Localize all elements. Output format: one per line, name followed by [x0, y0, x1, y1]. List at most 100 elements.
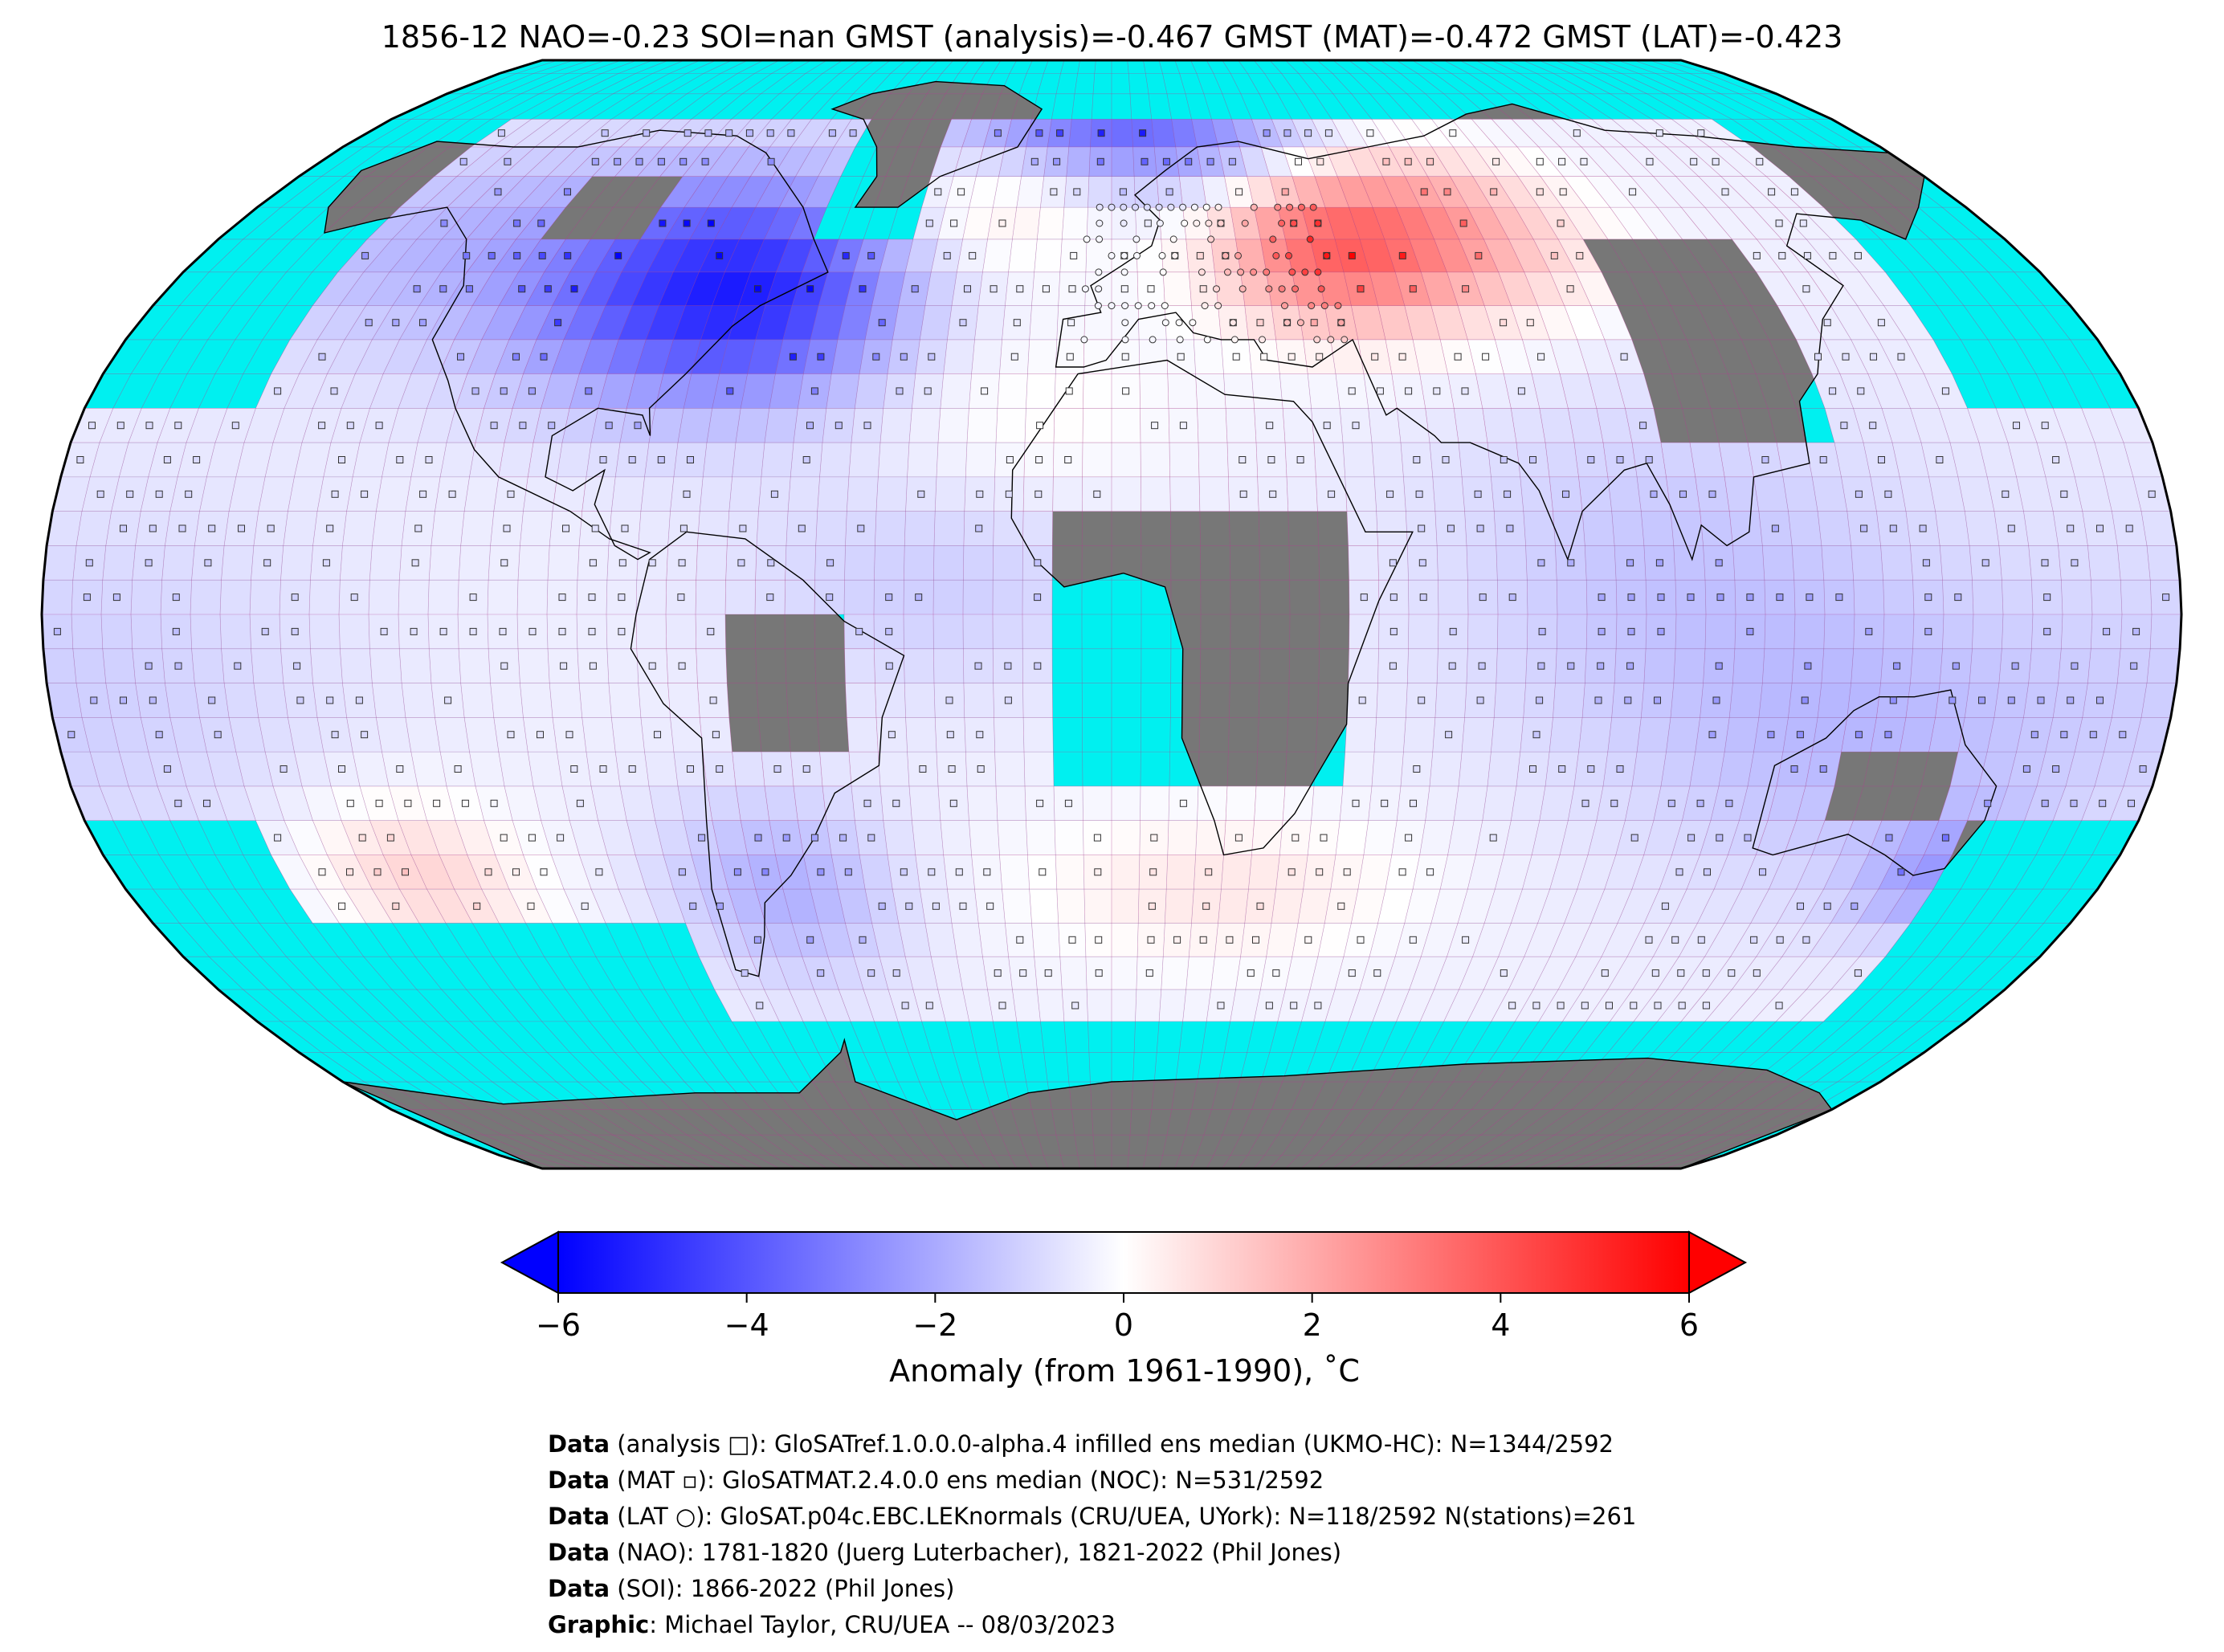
anomaly-cell: [288, 717, 324, 753]
anomaly-cell: [994, 752, 1025, 786]
analysis-marker: [2060, 731, 2068, 739]
analysis-marker: [410, 627, 418, 635]
analysis-marker: [1409, 936, 1417, 944]
analysis-marker: [591, 524, 599, 532]
anomaly-cell: [931, 957, 963, 990]
analysis-marker: [1067, 319, 1075, 327]
analysis-marker: [1199, 285, 1207, 293]
anomaly-cell: [1459, 752, 1492, 786]
analysis-marker: [1508, 1001, 1516, 1010]
anomaly-cell: [1022, 614, 1053, 649]
anomaly-cell: [909, 408, 941, 443]
analysis-marker: [1715, 559, 1723, 567]
anomaly-cell: [1083, 785, 1112, 821]
anomaly-cell: [1634, 207, 1683, 239]
anomaly-cell: [498, 443, 533, 477]
anomaly-cell: [1066, 147, 1091, 177]
anomaly-cell: [309, 580, 341, 614]
station-marker: [1250, 203, 1258, 211]
station-marker: [1108, 251, 1116, 259]
anomaly-cell: [1431, 147, 1473, 177]
anomaly-cell: [345, 889, 393, 924]
analysis-marker: [1162, 157, 1170, 165]
station-marker: [1080, 336, 1088, 344]
analysis-marker: [634, 422, 642, 430]
anomaly-cell: [1691, 119, 1753, 147]
anomaly-cell: [454, 305, 500, 340]
anomaly-cell: [1729, 683, 1763, 718]
anomaly-cell: [119, 443, 157, 477]
anomaly-cell: [215, 785, 256, 821]
analysis-marker: [565, 731, 573, 739]
anomaly-cell: [235, 752, 273, 786]
anomaly-cell: [271, 855, 318, 890]
anomaly-cell: [707, 785, 741, 821]
anomaly-cell: [1671, 683, 1704, 718]
anomaly-cell: [699, 957, 740, 990]
anomaly-cell: [1720, 176, 1777, 208]
anomaly-cell: [931, 147, 962, 177]
anomaly-cell: [848, 752, 880, 786]
analysis-marker: [1265, 1001, 1273, 1010]
anomaly-cell: [1900, 476, 1936, 512]
analysis-marker: [2099, 799, 2107, 807]
anomaly-cell: [1419, 820, 1455, 855]
analysis-marker: [1448, 662, 1456, 670]
colorbar-tick-label: 0: [1114, 1307, 1133, 1343]
anomaly-cell: [1083, 889, 1112, 924]
anomaly-cell: [1054, 408, 1083, 443]
analysis-marker: [1413, 765, 1421, 773]
colorbar: −6 −4 −2 0 2 4 6 Anomaly (from 1961-1990), ˚C: [500, 1230, 1748, 1389]
analysis-marker: [1587, 456, 1595, 463]
analysis-marker: [892, 799, 900, 807]
analysis-marker: [1179, 422, 1187, 430]
analysis-marker: [1598, 627, 1606, 635]
analysis-marker: [1598, 593, 1606, 602]
anomaly-cell: [1292, 176, 1325, 208]
analysis-marker: [2119, 731, 2127, 739]
anomaly-cell: [714, 207, 756, 239]
station-marker: [1278, 285, 1286, 293]
analysis-marker: [2030, 731, 2038, 739]
analysis-marker: [120, 696, 127, 704]
anomaly-cell: [591, 785, 627, 821]
analysis-marker: [463, 251, 471, 259]
analysis-marker: [678, 868, 686, 876]
analysis-marker: [1489, 834, 1497, 842]
anomaly-cell: [728, 147, 770, 177]
anomaly-cell: [1360, 176, 1397, 208]
anomaly-cell: [909, 785, 941, 821]
analysis-marker: [828, 129, 836, 137]
station-marker: [1323, 251, 1331, 259]
anomaly-cell: [993, 580, 1023, 614]
analysis-marker: [1283, 129, 1292, 137]
anomaly-cell: [1494, 683, 1526, 718]
analysis-marker: [1205, 868, 1213, 876]
anomaly-cell: [258, 476, 295, 512]
anomaly-cell: [1757, 957, 1808, 990]
anomaly-cell: [1834, 443, 1871, 477]
station-marker: [1272, 251, 1280, 259]
anomaly-cell: [199, 476, 236, 512]
analysis-marker: [1419, 593, 1427, 602]
anomaly-cell: [1430, 889, 1468, 924]
anomaly-cell: [1532, 373, 1569, 409]
analysis-marker: [1941, 387, 1949, 395]
anomaly-cell: [1607, 476, 1642, 512]
anomaly-cell: [839, 989, 875, 1022]
analysis-marker: [976, 731, 984, 739]
anomaly-cell: [898, 923, 932, 957]
analysis-marker: [500, 387, 508, 395]
station-marker: [1193, 219, 1201, 227]
analysis-marker: [1885, 834, 1893, 842]
colorbar-extend-high: [1688, 1230, 1748, 1295]
analysis-marker: [810, 387, 818, 395]
anomaly-cell: [72, 648, 106, 683]
analysis-marker: [1573, 129, 1581, 137]
anomaly-cell: [1539, 785, 1574, 821]
station-marker: [1161, 302, 1169, 310]
anomaly-cell: [1112, 443, 1141, 477]
anomaly-cell: [1197, 408, 1227, 443]
station-marker: [1306, 235, 1314, 243]
analysis-marker: [1056, 129, 1064, 137]
